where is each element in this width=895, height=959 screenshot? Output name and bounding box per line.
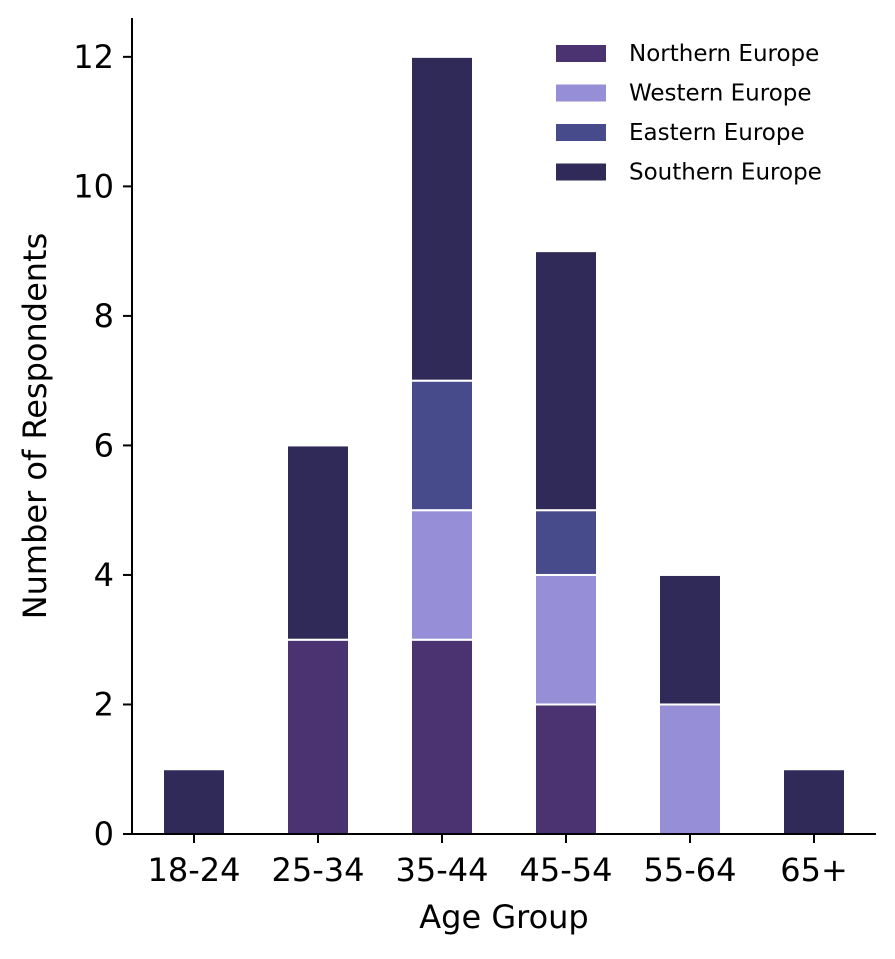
bar-segment-3-1 [410,638,474,836]
legend-swatch [556,45,606,62]
y-tick-label: 6 [94,426,114,464]
bar-segment-3-2 [410,509,474,641]
legend-swatch [556,84,606,102]
bar-segment-4-4 [534,250,598,512]
bar-segment-2-1 [286,638,350,836]
bar-segment-4-3 [534,509,598,576]
bar-segment-4-1 [534,703,598,835]
legend-label: Eastern Europe [629,120,805,146]
x-axis-title: Age Group [419,898,588,936]
bar-segment-1-4 [162,768,226,835]
bars-layer [162,55,846,836]
y-tick-label: 0 [94,815,114,853]
bar-segment-4-2 [534,573,598,706]
x-tick-label: 18-24 [148,851,241,889]
x-tick-label: 65+ [780,851,848,889]
y-ticks: 0 2 4 6 8 10 12 [73,38,132,853]
x-tick-label: 55-64 [644,851,737,889]
bar-segment-3-3 [410,379,474,512]
bar-segment-5-2 [658,703,722,835]
y-tick-label: 8 [94,297,114,335]
x-ticks: 18-24 25-34 35-44 45-54 55-64 65+ [148,834,848,889]
legend-swatch [556,163,606,181]
legend: Northern Europe Western Europe Eastern Eur… [556,41,822,186]
legend-swatch [556,124,606,141]
x-tick-label: 35-44 [396,851,489,889]
x-tick-label: 25-34 [272,851,365,889]
y-tick-label: 12 [73,38,114,76]
y-tick-label: 4 [94,556,114,594]
bar-segment-3-4 [410,55,474,382]
bar-segment-6-4 [782,768,846,835]
bar-segment-2-4 [286,444,350,641]
y-tick-label: 2 [94,685,114,723]
x-tick-label: 45-54 [520,851,613,889]
legend-label: Northern Europe [629,41,819,67]
axes-layer [131,18,876,835]
legend-label: Western Europe [629,81,812,107]
legend-label: Southern Europe [629,160,822,186]
y-axis-title: Number of Respondents [16,233,54,620]
y-tick-label: 10 [73,167,114,205]
bar-segment-5-4 [658,573,722,706]
